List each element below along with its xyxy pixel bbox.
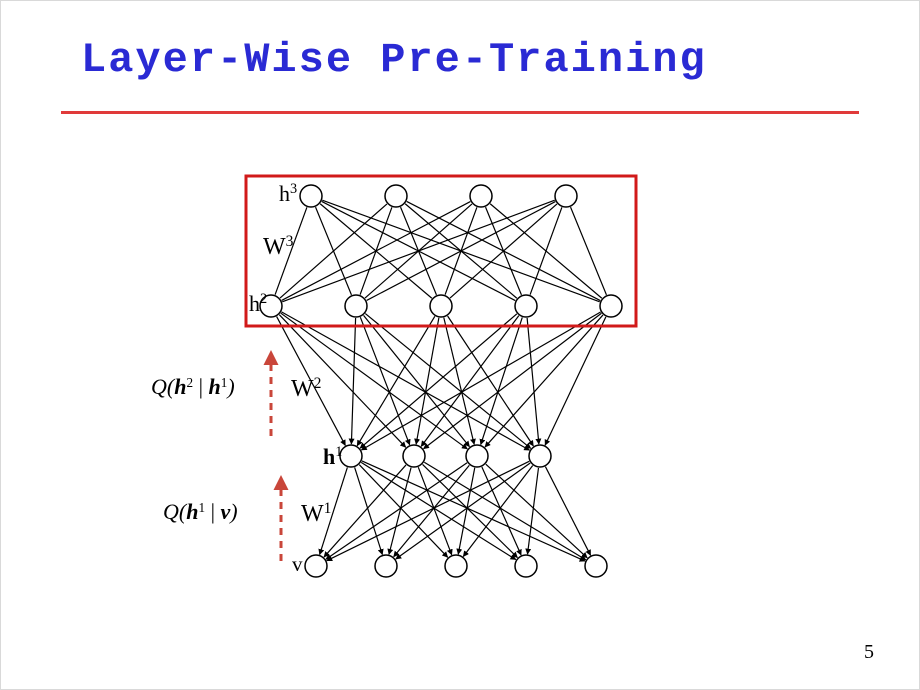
page-number: 5 [864, 641, 874, 664]
svg-text:h3: h3 [279, 181, 297, 206]
svg-text:W2: W2 [291, 375, 321, 403]
title-underline [61, 111, 859, 114]
slide-title: Layer-Wise Pre-Training [81, 36, 707, 84]
svg-text:v: v [292, 552, 303, 576]
svg-text:Q(h2 | h1): Q(h2 | h1) [151, 374, 235, 399]
svg-text:W1: W1 [301, 500, 331, 528]
slide: Layer-Wise Pre-Training h3W3h2W2h1W1vQ(h… [0, 0, 920, 690]
svg-text:Q(h1 | v): Q(h1 | v) [163, 499, 238, 524]
network-diagram: h3W3h2W2h1W1vQ(h2 | h1)Q(h1 | v) [141, 166, 701, 606]
network-svg: h3W3h2W2h1W1vQ(h2 | h1)Q(h1 | v) [141, 166, 701, 606]
svg-text:h1: h1 [323, 444, 342, 469]
